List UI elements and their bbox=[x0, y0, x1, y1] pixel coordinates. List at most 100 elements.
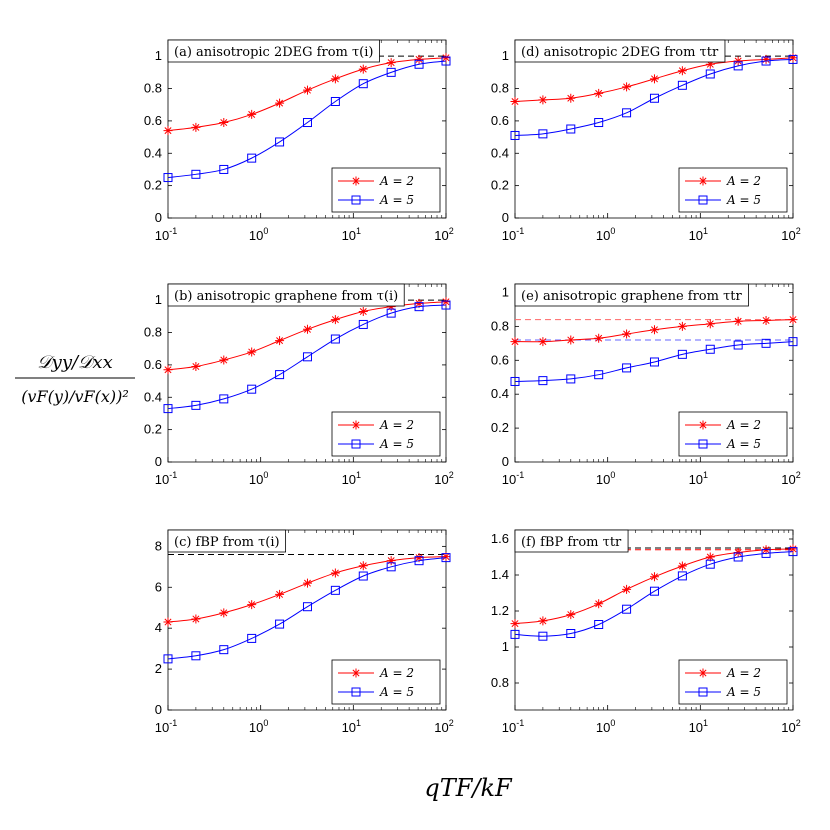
x-tick-label: 10-1 bbox=[502, 226, 524, 243]
y-tick-label: 1 bbox=[502, 639, 509, 654]
ylabel-denominator: (vF(y)/vF(x))² bbox=[21, 387, 129, 406]
data-point-square bbox=[386, 308, 396, 318]
panel-title: (a) anisotropic 2DEG from τ(i) bbox=[167, 39, 380, 63]
data-point-star bbox=[386, 58, 396, 68]
legend-label: A = 5 bbox=[726, 437, 761, 451]
legend: A = 2 A = 5 bbox=[678, 411, 788, 457]
data-point-star bbox=[386, 556, 396, 566]
data-point-star bbox=[358, 561, 368, 571]
y-tick-label: 0.6 bbox=[144, 113, 162, 128]
panel-title: (c) fBP from τ(i) bbox=[167, 529, 287, 553]
data-point-star bbox=[414, 298, 424, 308]
data-point-star bbox=[788, 315, 798, 325]
y-tick-label: 1 bbox=[155, 292, 162, 307]
data-point-square bbox=[698, 439, 708, 449]
data-point-square bbox=[441, 56, 451, 66]
x-tick-label: 101 bbox=[342, 226, 361, 243]
x-tick-label: 100 bbox=[596, 226, 615, 243]
y-tick-label: 1.2 bbox=[491, 603, 509, 618]
legend-label: A = 2 bbox=[726, 174, 761, 188]
data-point-star bbox=[649, 572, 659, 582]
data-point-star bbox=[677, 66, 687, 76]
data-point-star bbox=[351, 176, 361, 186]
legend-box bbox=[678, 167, 788, 213]
x-tick-label: 102 bbox=[434, 226, 453, 243]
data-point-star bbox=[302, 324, 312, 334]
data-point-star bbox=[677, 561, 687, 571]
data-point-square bbox=[219, 164, 229, 174]
data-point-square bbox=[566, 629, 576, 638]
series-line bbox=[514, 551, 794, 637]
data-point-star bbox=[219, 355, 229, 365]
x-tick-label: 102 bbox=[434, 718, 453, 735]
data-point-square bbox=[163, 173, 173, 183]
data-point-square bbox=[649, 586, 659, 596]
data-point-square bbox=[330, 334, 340, 344]
data-point-square bbox=[677, 571, 687, 581]
data-point-square bbox=[677, 349, 687, 359]
data-point-star bbox=[247, 600, 257, 610]
data-point-star bbox=[705, 552, 715, 562]
panel-d: 0 0.2 0.4 0.6 0.8 1 10-1 100 101 102 A = 2 A = 5 (d)… bbox=[491, 39, 801, 243]
data-point-square bbox=[761, 338, 771, 348]
data-point-square bbox=[247, 153, 257, 163]
data-point-square bbox=[510, 130, 520, 140]
y-tick-label: 1 bbox=[155, 48, 162, 63]
y-tick-label: 0.2 bbox=[144, 422, 162, 437]
data-point-square bbox=[358, 319, 368, 329]
y-tick-label: 4 bbox=[155, 620, 162, 635]
x-tick-label: 101 bbox=[689, 470, 708, 487]
legend-label: A = 5 bbox=[379, 437, 414, 451]
data-point-star bbox=[441, 297, 451, 307]
legend-box bbox=[678, 411, 788, 457]
data-point-square bbox=[330, 585, 340, 595]
data-point-square bbox=[275, 137, 285, 147]
x-tick-label: 10-1 bbox=[155, 470, 177, 487]
panel-title-box bbox=[167, 39, 380, 63]
data-point-star bbox=[358, 307, 368, 317]
data-point-star bbox=[163, 126, 173, 136]
data-point-star bbox=[330, 74, 340, 84]
data-point-square bbox=[191, 400, 201, 410]
data-point-star bbox=[538, 616, 548, 626]
panel-title-box bbox=[514, 39, 726, 63]
y-tick-label: 0 bbox=[155, 454, 162, 469]
data-point-star bbox=[594, 333, 604, 343]
data-point-star bbox=[191, 614, 201, 624]
x-tick-label: 101 bbox=[342, 718, 361, 735]
data-point-star bbox=[594, 599, 604, 609]
data-point-square bbox=[538, 129, 548, 139]
legend: A = 2 A = 5 bbox=[331, 659, 441, 705]
data-point-star bbox=[219, 608, 229, 618]
data-point-star bbox=[414, 54, 424, 64]
panel-title-text: (b) anisotropic graphene from τ(i) bbox=[174, 289, 398, 304]
data-point-star bbox=[351, 668, 361, 678]
data-point-square bbox=[761, 56, 771, 66]
panel-title: (f) fBP from τtr bbox=[514, 529, 629, 553]
data-point-star bbox=[302, 85, 312, 95]
data-point-star bbox=[566, 610, 576, 620]
data-point-square bbox=[358, 79, 368, 89]
data-point-square bbox=[351, 687, 361, 697]
data-point-star bbox=[330, 568, 340, 578]
x-tick-label: 102 bbox=[781, 470, 800, 487]
x-tick-label: 101 bbox=[689, 718, 708, 735]
data-point-square bbox=[594, 370, 604, 380]
data-point-star bbox=[761, 315, 771, 325]
legend-label: A = 2 bbox=[726, 666, 761, 680]
x-tick-label: 10-1 bbox=[502, 470, 524, 487]
legend: A = 2 A = 5 bbox=[678, 659, 788, 705]
data-point-square bbox=[247, 384, 257, 394]
y-tick-label: 1.4 bbox=[491, 567, 509, 582]
panel-title-box bbox=[167, 529, 287, 553]
legend-label: A = 2 bbox=[379, 666, 414, 680]
data-point-star bbox=[510, 619, 520, 629]
data-point-star bbox=[788, 53, 798, 63]
data-point-square bbox=[622, 363, 632, 373]
y-tick-label: 0.4 bbox=[144, 145, 162, 160]
legend-label: A = 5 bbox=[726, 685, 761, 699]
series-line bbox=[167, 304, 447, 410]
data-point-star bbox=[698, 668, 708, 678]
data-point-star bbox=[649, 325, 659, 335]
ylabel-numerator: 𝒟yy/𝒟xx bbox=[37, 352, 112, 373]
